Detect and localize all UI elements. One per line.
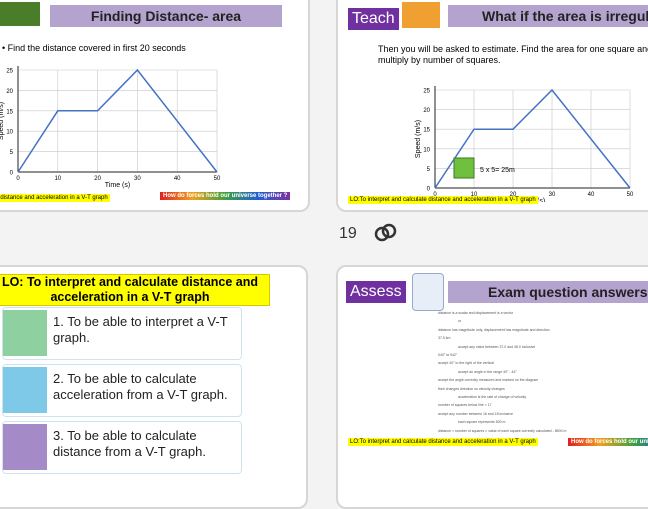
check-icon: [3, 424, 47, 470]
y-tick-label: 5: [427, 167, 431, 173]
answer-line: distance has magnitude only, displacemen…: [438, 327, 550, 332]
x-tick-label: 0: [433, 192, 437, 198]
slide[interactable]: LO: To interpret and calculate distance …: [0, 265, 308, 509]
slide[interactable]: Teach What if the area is irregular? The…: [336, 0, 648, 212]
x-tick-label: 20: [94, 176, 101, 182]
teacher-icon: [0, 2, 40, 26]
answer-line: accept any value between 37.0 and 38.0 i…: [458, 344, 536, 349]
question-banner: How do forces hold our universe together…: [568, 438, 648, 446]
check-icon: [3, 367, 47, 413]
assess-icon: [412, 273, 444, 311]
y-tick-label: 15: [423, 128, 430, 134]
y-tick-label: 5: [10, 150, 14, 156]
y-tick-label: 20: [423, 108, 430, 114]
question-banner: How do forces hold our universe together…: [160, 192, 291, 200]
objective: 2. To be able to calculate acceleration …: [2, 364, 242, 417]
x-tick-label: 30: [549, 192, 556, 198]
slide-tag: Assess: [346, 281, 406, 303]
x-tick-label: 40: [174, 176, 181, 182]
objective-text: 1. To be able to interpret a V-T graph.: [53, 314, 228, 345]
answer-line: acceleration is the rate of change of ve…: [458, 395, 527, 399]
y-tick-label: 0: [10, 171, 14, 177]
answer-line: each square represents 500 m: [458, 420, 506, 425]
x-axis-label: Time (s): [105, 182, 130, 189]
answer-line: accept 40° to the right of the vertical: [438, 361, 494, 366]
x-tick-label: 50: [627, 192, 634, 198]
answer-line: number of squares below line = 17: [438, 403, 492, 408]
slide[interactable]: Assess Exam question answers distance is…: [336, 265, 648, 509]
slide-title: LO: To interpret and calculate distance …: [0, 274, 270, 306]
x-tick-label: 10: [471, 192, 478, 198]
lo-banner: LO:To interpret and calculate distance a…: [348, 196, 538, 204]
answer-line: accept the angle correctly measured and …: [438, 378, 539, 383]
slide-title: Finding Distance- area: [50, 5, 282, 27]
speed-line: [17, 68, 218, 173]
lo-banner: LO:To interpret and calculate distance a…: [348, 438, 538, 446]
slide[interactable]: Finding Distance- area • Find the distan…: [0, 0, 310, 212]
x-tick-label: 20: [510, 192, 517, 198]
lo-banner: LO:To interpret and calculate distance a…: [0, 194, 110, 202]
objective: 3. To be able to calculate distance from…: [2, 421, 242, 474]
x-tick-label: 50: [214, 176, 221, 182]
y-axis-label: Speed (m/s): [415, 120, 422, 158]
objective: 1. To be able to interpret a V-T graph.: [2, 307, 242, 360]
x-tick-label: 10: [54, 176, 61, 182]
y-axis-label: Speed (m/s): [0, 102, 5, 140]
x-tick-label: 30: [134, 176, 141, 182]
square-label: 5 x 5= 25m: [480, 167, 515, 174]
x-tick-label: 0: [16, 176, 20, 182]
objective-text: 2. To be able to calculate acceleration …: [53, 371, 228, 402]
link-icon[interactable]: [374, 223, 398, 243]
answer-line: distance is a scalar and displacement is…: [438, 311, 514, 315]
page-number: 19: [339, 225, 357, 242]
slide-title: Exam question answers: [448, 281, 648, 303]
y-tick-label: 10: [6, 130, 13, 136]
answer-line: accept an angle in the range 40° - 44°: [458, 369, 517, 374]
slide-text: Then you will be asked to estimate. Find…: [378, 44, 648, 65]
speed-line: [434, 88, 631, 189]
answer-line: distance = number of squares × value of …: [438, 428, 567, 433]
y-tick-label: 25: [423, 89, 430, 95]
teacher-icon: [402, 2, 440, 28]
slide-tag: Teach: [348, 8, 399, 30]
unit-square: [453, 157, 475, 179]
y-tick-label: 15: [6, 109, 13, 115]
slide-title: What if the area is irregular?: [448, 5, 648, 27]
check-icon: [3, 310, 47, 356]
answer-line: or: [458, 319, 462, 324]
answer-line: 37.5 km: [438, 336, 451, 341]
answers: distance is a scalar and displacement is…: [438, 311, 638, 471]
y-tick-label: 20: [6, 89, 13, 95]
objective-text: 3. To be able to calculate distance from…: [53, 428, 206, 459]
bullet: • Find the distance covered in first 20 …: [2, 43, 186, 53]
bullet-text: Find the distance covered in first 20 se…: [7, 43, 186, 53]
answer-line: 040° to 042°: [438, 353, 458, 357]
answer-line: accept any number between 16 and 18 incl…: [438, 411, 513, 416]
graph: 0 5 10 15 20 25 0 10 20 30 40 50 Time (s) Speed (m/s): [0, 66, 221, 189]
answer-line: their changes direction so velocity chan…: [438, 386, 505, 391]
x-tick-label: 40: [588, 192, 595, 198]
y-tick-label: 10: [423, 147, 430, 153]
y-tick-label: 25: [6, 69, 13, 75]
y-tick-label: 0: [427, 187, 431, 193]
